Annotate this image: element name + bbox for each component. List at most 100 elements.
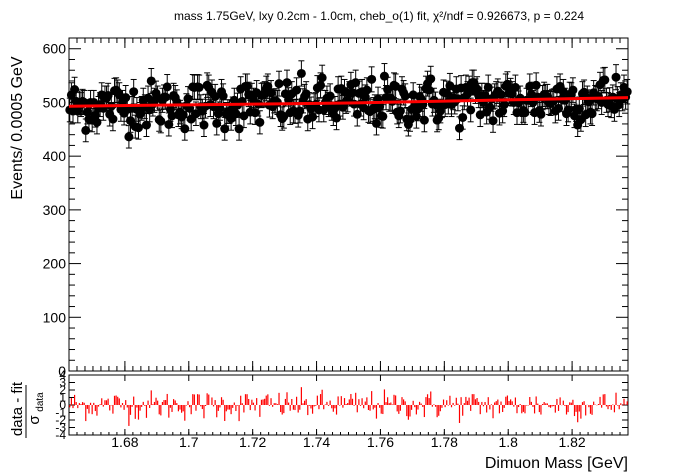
data-point <box>70 85 80 95</box>
data-point <box>367 74 377 84</box>
data-point <box>156 116 166 126</box>
y-tick-label: 400 <box>43 148 67 164</box>
data-point <box>360 92 370 102</box>
y-tick-label: 0 <box>58 363 66 379</box>
data-point <box>220 124 230 134</box>
data-point <box>554 103 564 113</box>
y-tick-label: 500 <box>43 94 67 110</box>
residual-axis-ticks: 1.68 1.7 1.72 1.74 1.76 1.78 1.8 1.82 43210-1-2-… <box>55 368 629 450</box>
data-point <box>164 119 174 129</box>
data-point <box>395 106 405 116</box>
data-point <box>215 103 225 113</box>
data-point <box>295 106 305 116</box>
data-point <box>371 118 381 128</box>
x-axis-label: Dimuon Mass [GeV] <box>485 455 628 472</box>
data-point <box>180 124 190 134</box>
data-point <box>424 85 434 95</box>
data-point <box>496 89 506 99</box>
data-point <box>426 74 436 84</box>
residual-y-tick-label: -4 <box>55 428 66 442</box>
data-point <box>194 82 204 92</box>
y-tick-label: 600 <box>43 41 67 57</box>
data-point <box>81 125 91 135</box>
data-point <box>378 111 388 121</box>
data-point <box>161 92 171 102</box>
data-point <box>379 71 389 81</box>
data-point <box>242 81 252 91</box>
data-point <box>352 109 362 119</box>
data-point <box>255 117 265 127</box>
data-point <box>121 93 131 103</box>
residual-y-label-denominator: σ <box>26 415 43 425</box>
data-point <box>212 118 222 128</box>
data-point <box>296 68 306 78</box>
x-tick-label: 1.82 <box>558 434 585 450</box>
data-point <box>510 82 520 92</box>
data-point <box>411 111 421 121</box>
data-point <box>129 87 139 97</box>
data-point <box>282 78 292 88</box>
data-point <box>434 113 444 123</box>
residual-y-tick-label: 1 <box>59 391 66 405</box>
data-point <box>400 91 410 101</box>
data-point <box>536 109 546 119</box>
residual-y-tick-label: 4 <box>59 368 66 382</box>
x-tick-label: 1.68 <box>111 434 138 450</box>
data-point <box>520 108 530 118</box>
x-tick-label: 1.78 <box>431 434 458 450</box>
data-point <box>351 78 361 88</box>
residual-y-label: data - fit σ data <box>9 381 46 438</box>
data-point <box>383 85 393 95</box>
data-point <box>266 88 276 98</box>
x-tick-label: 1.7 <box>179 434 199 450</box>
data-point <box>563 105 573 115</box>
residual-y-tick-label: 2 <box>59 383 66 397</box>
data-point <box>488 116 498 126</box>
data-point <box>485 102 495 112</box>
residual-y-tick-label: 0 <box>59 398 66 412</box>
data-point <box>332 113 342 123</box>
data-point <box>442 88 452 98</box>
main-axis-ticks: 0 100 200 300 400 500 600 <box>43 38 629 379</box>
residual-y-tick-label: -3 <box>55 421 66 435</box>
data-point <box>178 110 188 120</box>
data-point <box>162 82 172 92</box>
data-point <box>574 104 584 114</box>
y-axis-label: Events/ 0.0005 GeV <box>9 56 26 200</box>
residual-y-tick-label: -2 <box>55 413 66 427</box>
data-point <box>183 94 193 104</box>
y-tick-label: 100 <box>43 309 67 325</box>
data-point <box>124 132 134 142</box>
residual-y-tick-label: 3 <box>59 376 66 390</box>
data-point <box>611 72 621 82</box>
data-point <box>587 109 597 119</box>
data-point <box>141 120 151 130</box>
data-point <box>325 91 335 101</box>
data-point <box>308 112 318 122</box>
data-point <box>231 109 241 119</box>
data-point <box>600 75 610 85</box>
data-point <box>568 85 578 95</box>
data-point <box>458 112 468 122</box>
data-point <box>133 123 143 133</box>
data-point <box>274 79 284 89</box>
residual-y-label-numerator: data - fit <box>9 381 26 436</box>
data-point <box>483 82 493 92</box>
residual-y-tick-label: -1 <box>55 406 66 420</box>
data-point <box>218 91 228 101</box>
data-point <box>316 80 326 90</box>
data-point <box>466 105 476 115</box>
data-point <box>234 124 244 134</box>
y-tick-label: 300 <box>43 202 67 218</box>
data-point <box>199 120 209 130</box>
y-tick-label: 200 <box>43 256 67 272</box>
residual-bars <box>69 387 628 426</box>
chart-title: mass 1.75GeV, lxy 0.2cm - 1.0cm, cheb_o(… <box>174 9 584 23</box>
x-tick-label: 1.72 <box>239 434 266 450</box>
data-point <box>210 92 220 102</box>
data-point <box>292 85 302 95</box>
data-point <box>301 89 311 99</box>
x-tick-label: 1.74 <box>303 434 330 450</box>
data-point <box>622 87 632 97</box>
